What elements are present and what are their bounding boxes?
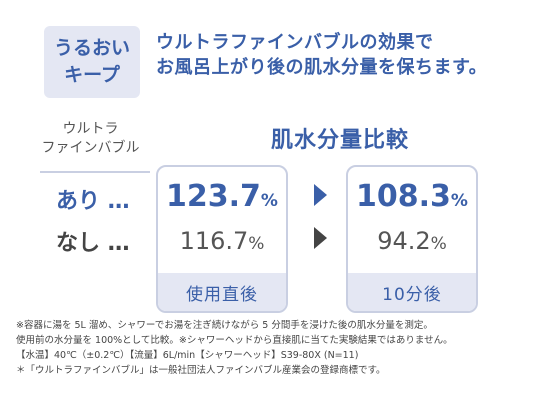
legend-heading: ウルトラ ファインバブル [28, 120, 153, 158]
result-box-immediately: 123.7% 116.7% 使用直後 [156, 165, 288, 313]
feature-badge: うるおい キープ [44, 26, 140, 98]
value-with-immediately: 123.7% [166, 179, 278, 214]
legend-heading-line-1: ウルトラ [62, 121, 119, 137]
value-without-10min: 94.2% [377, 227, 447, 255]
footnote-1: ※容器に湯を 5L 溜め、シャワーでお湯を注ぎ続けながら 5 分間手を浸けた後の… [16, 320, 433, 331]
footnote-3: 【水温】40℃（±0.2℃）【流量】6L/min【シャワーヘッド】S39-80X… [16, 350, 359, 361]
headline-line-2: お風呂上がり後の肌水分量を保ちます。 [156, 57, 488, 78]
arrow-right-icon [314, 227, 327, 249]
badge-line-1: うるおい [53, 37, 130, 59]
footnotes: ※容器に湯を 5L 溜め、シャワーでお湯を注ぎ続けながら 5 分間手を浸けた後の… [16, 318, 528, 378]
category-label-immediately: 使用直後 [158, 273, 286, 311]
footnote-2: 使用前の水分量を 100%として比較。※シャワーヘッドから直接肌に当てた実験結果… [16, 335, 453, 346]
result-box-10min: 108.3% 94.2% 10分後 [346, 165, 478, 313]
value-with-10min: 108.3% [356, 179, 468, 214]
arrow-right-icon [314, 184, 327, 206]
headline: ウルトラファインバブルの効果で お風呂上がり後の肌水分量を保ちます。 [156, 30, 526, 80]
legend-divider [40, 171, 150, 173]
value-without-immediately: 116.7% [179, 227, 265, 255]
category-label-10min: 10分後 [348, 273, 476, 311]
legend-row-without: なし … [56, 231, 130, 256]
badge-line-2: キープ [64, 64, 120, 86]
chart-title: 肌水分量比較 [270, 128, 409, 153]
footnote-4: ＊「ウルトラファインバブル」は一般社団法人ファインバブル産業会の登録商標です。 [16, 365, 386, 376]
headline-line-1: ウルトラファインバブルの効果で [156, 32, 434, 53]
legend-row-with: あり … [56, 189, 130, 214]
legend-heading-line-2: ファインバブル [41, 140, 140, 156]
